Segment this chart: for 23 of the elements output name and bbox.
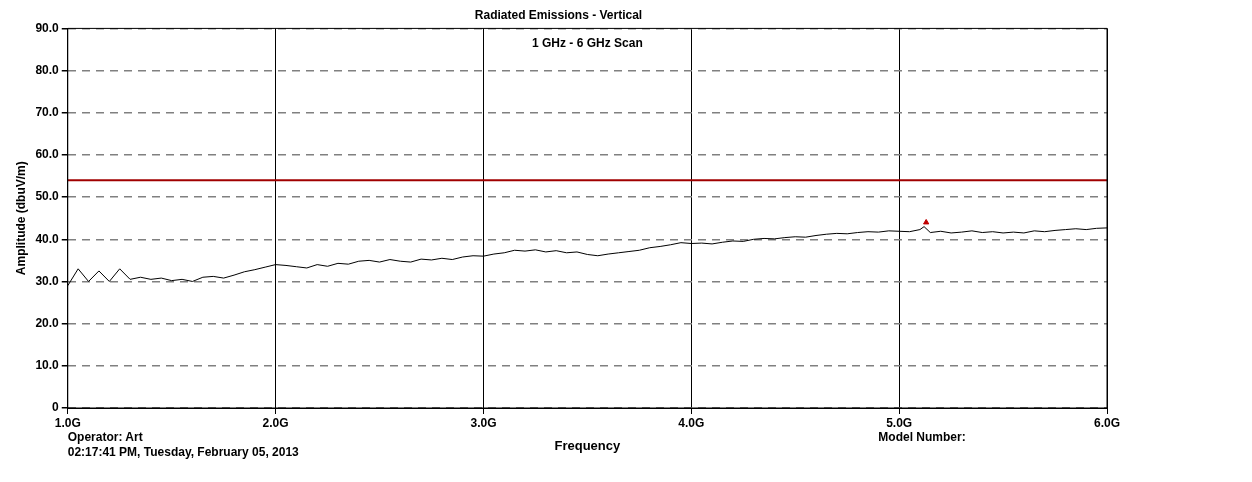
annotation: 1 GHz - 6 GHz Scan — [532, 36, 643, 51]
y-tick-label: 80.0 — [35, 62, 60, 77]
x-tick-label: 5.0G — [886, 415, 913, 430]
x-tick-label: 1.0G — [54, 415, 81, 430]
y-tick-label: 90.0 — [35, 20, 60, 35]
y-tick-label: 10.0 — [35, 358, 60, 373]
chart-title: Radiated Emissions - Vertical — [474, 7, 643, 22]
x-tick-label: 2.0G — [262, 415, 289, 430]
y-tick-label: 20.0 — [35, 315, 60, 330]
text: Model Number: — [878, 430, 966, 444]
y-tick-label: 70.0 — [35, 105, 60, 120]
text: 02:17:41 PM, Tuesday, February 05, 2013 — [67, 445, 299, 459]
text: Operator: Art — [67, 430, 143, 444]
y-tick-label: 30.0 — [35, 273, 60, 288]
y-tick-label: 40.0 — [35, 231, 60, 246]
x-axis-title: Frequency — [554, 437, 622, 453]
y-tick-label: 0 — [52, 400, 60, 415]
x-tick-label: 3.0G — [470, 415, 497, 430]
y-tick-label: 50.0 — [35, 189, 60, 204]
x-tick-label: 6.0G — [1093, 415, 1121, 430]
y-axis-title: Amplitude (dbuV/m) — [13, 161, 28, 276]
y-tick-label: 60.0 — [35, 147, 60, 162]
x-tick-label: 4.0G — [678, 415, 705, 430]
